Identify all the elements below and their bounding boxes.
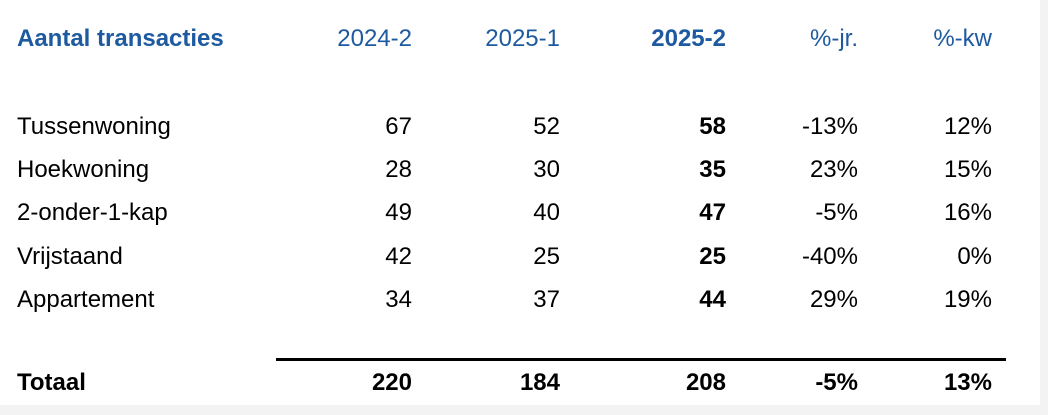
- table-cell: 52: [533, 113, 560, 140]
- total-cell: 208: [685, 369, 726, 396]
- table-cell: 0%: [957, 243, 992, 270]
- table-cell: 25: [699, 243, 726, 270]
- table-cell: 67: [385, 113, 412, 140]
- table-cell: 42: [385, 243, 412, 270]
- column-header-pct-year: %-jr.: [810, 25, 858, 52]
- table-cell: 40: [533, 199, 560, 226]
- total-cell: 220: [371, 369, 412, 396]
- table-cell: 25: [533, 243, 560, 270]
- total-label: Totaal: [17, 369, 86, 396]
- table-cell: -5%: [815, 199, 858, 226]
- table-cell: 49: [385, 199, 412, 226]
- table-cell: -13%: [801, 113, 858, 140]
- column-header-2024-2: 2024-2: [337, 25, 412, 52]
- table-cell: 29%: [809, 286, 858, 313]
- column-header-2025-2: 2025-2: [651, 25, 726, 52]
- row-label-tussenwoning: Tussenwoning: [17, 113, 171, 140]
- table-cell: -40%: [801, 243, 858, 270]
- row-label-appartement: Appartement: [17, 286, 155, 313]
- table-cell: 15%: [943, 156, 992, 183]
- total-cell: -5%: [815, 369, 858, 396]
- table-cell: 28: [385, 156, 412, 183]
- table-cell: 35: [699, 156, 726, 183]
- transactions-table: Aantal transacties 2024-2 2025-1 2025-2 …: [0, 0, 1040, 405]
- total-cell: 13%: [943, 369, 992, 396]
- table-cell: 47: [699, 199, 726, 226]
- column-header-pct-quarter: %-kw: [933, 25, 992, 52]
- table-cell: 44: [699, 286, 726, 313]
- total-divider: [276, 358, 1006, 361]
- table-cell: 30: [533, 156, 560, 183]
- table-cell: 19%: [943, 286, 992, 313]
- row-label-2-onder-1-kap: 2-onder-1-kap: [17, 199, 168, 226]
- column-header-2025-1: 2025-1: [485, 25, 560, 52]
- table-cell: 34: [385, 286, 412, 313]
- table-cell: 23%: [809, 156, 858, 183]
- table-cell: 16%: [943, 199, 992, 226]
- table-cell: 37: [533, 286, 560, 313]
- table-title: Aantal transacties: [17, 25, 224, 52]
- table-cell: 12%: [943, 113, 992, 140]
- total-cell: 184: [519, 369, 560, 396]
- row-label-hoekwoning: Hoekwoning: [17, 156, 150, 183]
- table-cell: 58: [699, 113, 726, 140]
- row-label-vrijstaand: Vrijstaand: [17, 243, 123, 270]
